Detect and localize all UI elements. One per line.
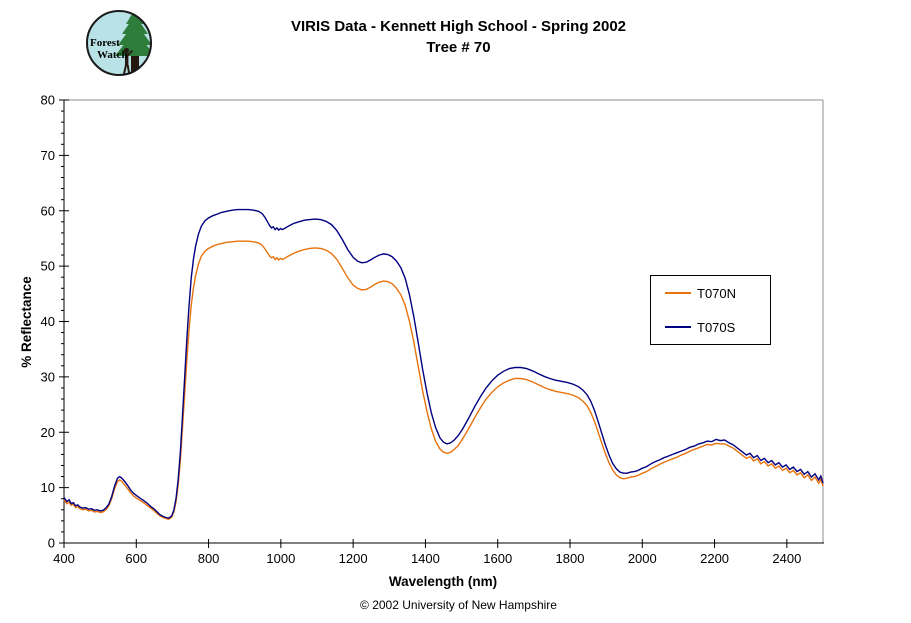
- x-tick-label: 2000: [628, 551, 657, 566]
- x-tick-label: 1800: [556, 551, 585, 566]
- series-line-T070N: [63, 240, 824, 520]
- y-axis-title: % Reflectance: [19, 276, 34, 368]
- y-tick-label: 80: [41, 93, 55, 108]
- y-tick-label: 20: [41, 425, 55, 440]
- legend-label-t070s: T070S: [697, 319, 736, 335]
- y-tick-label: 0: [48, 536, 55, 551]
- legend-label-t070n: T070N: [697, 285, 737, 301]
- x-tick-label: 2200: [700, 551, 729, 566]
- logo-text-line1: Forest: [90, 37, 120, 49]
- y-tick-label: 40: [41, 314, 55, 329]
- logo-text-line2: Watch: [97, 49, 128, 61]
- copyright: © 2002 University of New Hampshire: [360, 598, 557, 612]
- y-tick-label: 50: [41, 259, 55, 274]
- y-tick-label: 10: [41, 480, 55, 495]
- x-tick-label: 1000: [266, 551, 295, 566]
- x-axis-title: Wavelength (nm): [389, 574, 497, 589]
- x-tick-label: 1200: [339, 551, 368, 566]
- legend-line-swatch-t070n: [665, 292, 691, 294]
- legend-item-t070s: T070S: [651, 310, 770, 344]
- chart-title-line2: Tree # 70: [426, 39, 491, 56]
- legend-item-t070n: T070N: [651, 276, 770, 310]
- legend: T070N T070S: [650, 275, 771, 345]
- y-tick-label: 70: [41, 148, 55, 163]
- y-tick-label: 60: [41, 203, 55, 218]
- x-tick-label: 600: [125, 551, 147, 566]
- forestwatch-logo: Forest Watch: [86, 10, 152, 76]
- logo-tree-icon: [115, 11, 151, 75]
- chart-title-line1: VIRIS Data - Kennett High School - Sprin…: [290, 18, 627, 35]
- x-tick-label: 2400: [772, 551, 801, 566]
- series-line-T070S: [63, 208, 824, 519]
- x-tick-label: 1600: [483, 551, 512, 566]
- y-tick-label: 30: [41, 369, 55, 384]
- chart-title: VIRIS Data - Kennett High School - Sprin…: [6, 16, 911, 58]
- x-tick-label: 400: [53, 551, 75, 566]
- x-tick-label: 1400: [411, 551, 440, 566]
- legend-line-swatch-t070s: [665, 326, 691, 328]
- x-tick-label: 800: [198, 551, 220, 566]
